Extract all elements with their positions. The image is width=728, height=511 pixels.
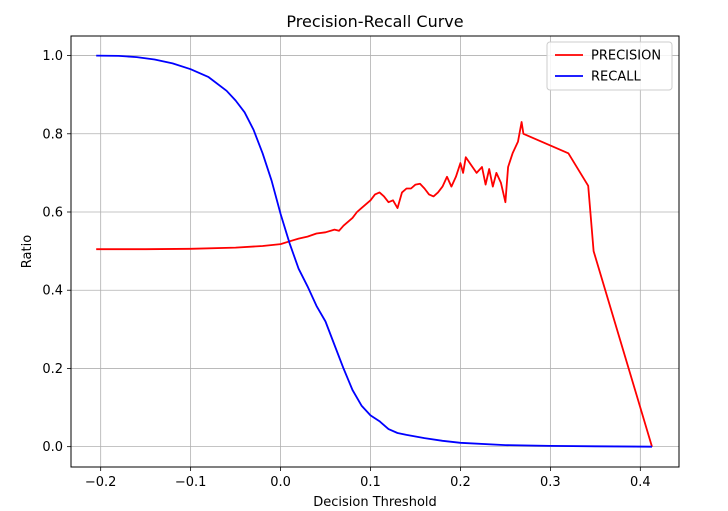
y-axis-label: Ratio	[20, 235, 35, 268]
y-tick-label: 0.6	[42, 205, 63, 220]
chart-title: Precision-Recall Curve	[286, 12, 463, 31]
series-line-precision	[96, 121, 653, 447]
series-line-recall	[96, 54, 653, 448]
plot-series	[96, 54, 653, 448]
grid	[71, 36, 679, 467]
y-tick-label: 0.8	[42, 127, 63, 142]
x-tick-label: 0.0	[270, 475, 291, 490]
y-tick-label: 0.0	[42, 440, 63, 455]
x-tick-label: −0.1	[175, 475, 207, 490]
legend: PRECISION RECALL	[546, 41, 673, 91]
y-tick-label: 1.0	[42, 49, 63, 64]
y-tick-label: 0.2	[42, 362, 63, 377]
x-tick-label: 0.2	[450, 475, 471, 490]
y-tick-label: 0.4	[42, 284, 63, 299]
x-tick-label: −0.2	[85, 475, 117, 490]
legend-box	[546, 41, 673, 91]
x-tick-label: 0.1	[360, 475, 381, 490]
axis-ticks: −0.2 −0.1 0.0 0.1 0.2 0.3 0.4 0.0 0.2 0.4 0.6 0.8 1.…	[42, 49, 650, 490]
plot-area-frame	[70, 35, 680, 468]
legend-label-precision: PRECISION	[591, 49, 661, 64]
x-tick-label: 0.4	[630, 475, 651, 490]
x-axis-label: Decision Threshold	[313, 495, 437, 510]
legend-label-recall: RECALL	[591, 70, 641, 85]
x-tick-label: 0.3	[540, 475, 561, 490]
